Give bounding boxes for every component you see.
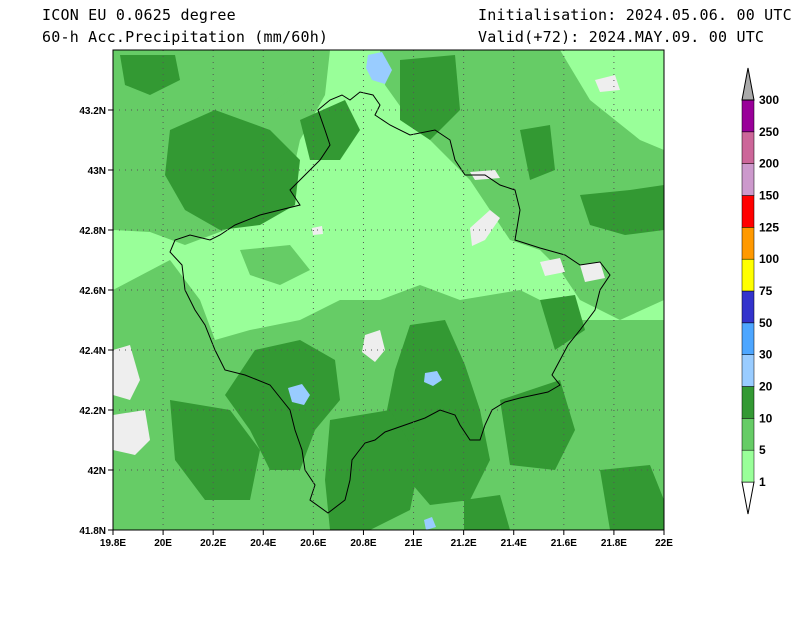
- legend-label: 100: [759, 252, 779, 266]
- legend-swatch: [741, 418, 755, 451]
- valid-time: Valid(+72): 2024.MAY.09. 00 UTC: [478, 28, 765, 46]
- legend-label: 50: [759, 316, 773, 330]
- lon-tick-label: 21.4E: [501, 538, 527, 549]
- field-10-20mm: [120, 55, 664, 530]
- lat-tick-label: 43N: [88, 166, 106, 177]
- legend-label: 20: [759, 380, 773, 394]
- legend-swatch: [741, 290, 755, 324]
- lon-tick-label: 22E: [655, 538, 673, 549]
- color-legend: 1 5 10 20 30 50 75 100 125 150 200 250 300: [741, 67, 779, 515]
- field-below-1mm: [113, 75, 620, 455]
- init-time: Initialisation: 2024.05.06. 00 UTC: [478, 6, 792, 24]
- model-title: ICON EU 0.0625 degree: [42, 6, 236, 24]
- lat-tick-label: 43.2N: [79, 106, 106, 117]
- legend-swatch: [741, 322, 755, 355]
- axis-ticks: 19.8E 20E 20.2E 20.4E 20.6E 20.8E 21E 21.2E 21.4…: [79, 106, 673, 549]
- lat-tick-label: 41.8N: [79, 526, 106, 537]
- lat-tick-label: 42.4N: [79, 346, 106, 357]
- map-frame: [112, 49, 665, 531]
- lat-tick-label: 42N: [88, 466, 106, 477]
- legend-label: 75: [759, 284, 773, 298]
- legend-label: 5: [759, 443, 766, 457]
- legend-below-min: [741, 481, 755, 515]
- lon-tick-label: 21.6E: [551, 538, 577, 549]
- legend-swatch: [741, 449, 755, 483]
- lon-tick-label: 20.6E: [300, 538, 326, 549]
- legend-swatch: [741, 386, 755, 419]
- legend-above-max: [741, 67, 755, 101]
- legend-swatch: [741, 131, 755, 164]
- lat-tick-label: 42.6N: [79, 286, 106, 297]
- legend-swatch: [741, 258, 755, 292]
- legend-label: 10: [759, 411, 773, 425]
- lon-tick-label: 20.8E: [350, 538, 376, 549]
- country-border: [169, 91, 611, 514]
- legend-swatch: [741, 163, 755, 196]
- legend-label: 30: [759, 348, 773, 362]
- field-20-30mm: [288, 52, 442, 530]
- variable-title: 60-h Acc.Precipitation (mm/60h): [42, 28, 329, 46]
- lat-tick-label: 42.8N: [79, 226, 106, 237]
- legend-label: 150: [759, 189, 779, 203]
- legend-swatch: [741, 354, 755, 387]
- lon-tick-label: 19.8E: [100, 538, 126, 549]
- legend-swatch: [741, 99, 755, 133]
- legend-swatch: [741, 195, 755, 228]
- legend-label: 200: [759, 157, 779, 171]
- legend-label: 1: [759, 475, 766, 489]
- precipitation-field: [113, 50, 664, 530]
- lon-tick-label: 21.8E: [601, 538, 627, 549]
- legend-label: 125: [759, 220, 779, 234]
- legend-label: 300: [759, 93, 779, 107]
- lon-tick-label: 20.4E: [250, 538, 276, 549]
- lat-tick-label: 42.2N: [79, 406, 106, 417]
- graticule: [113, 50, 664, 530]
- lon-tick-label: 20E: [154, 538, 172, 549]
- lon-tick-label: 21E: [405, 538, 423, 549]
- legend-label: 250: [759, 125, 779, 139]
- lon-tick-label: 20.2E: [200, 538, 226, 549]
- lon-tick-label: 21.2E: [451, 538, 477, 549]
- legend-swatch: [741, 227, 755, 260]
